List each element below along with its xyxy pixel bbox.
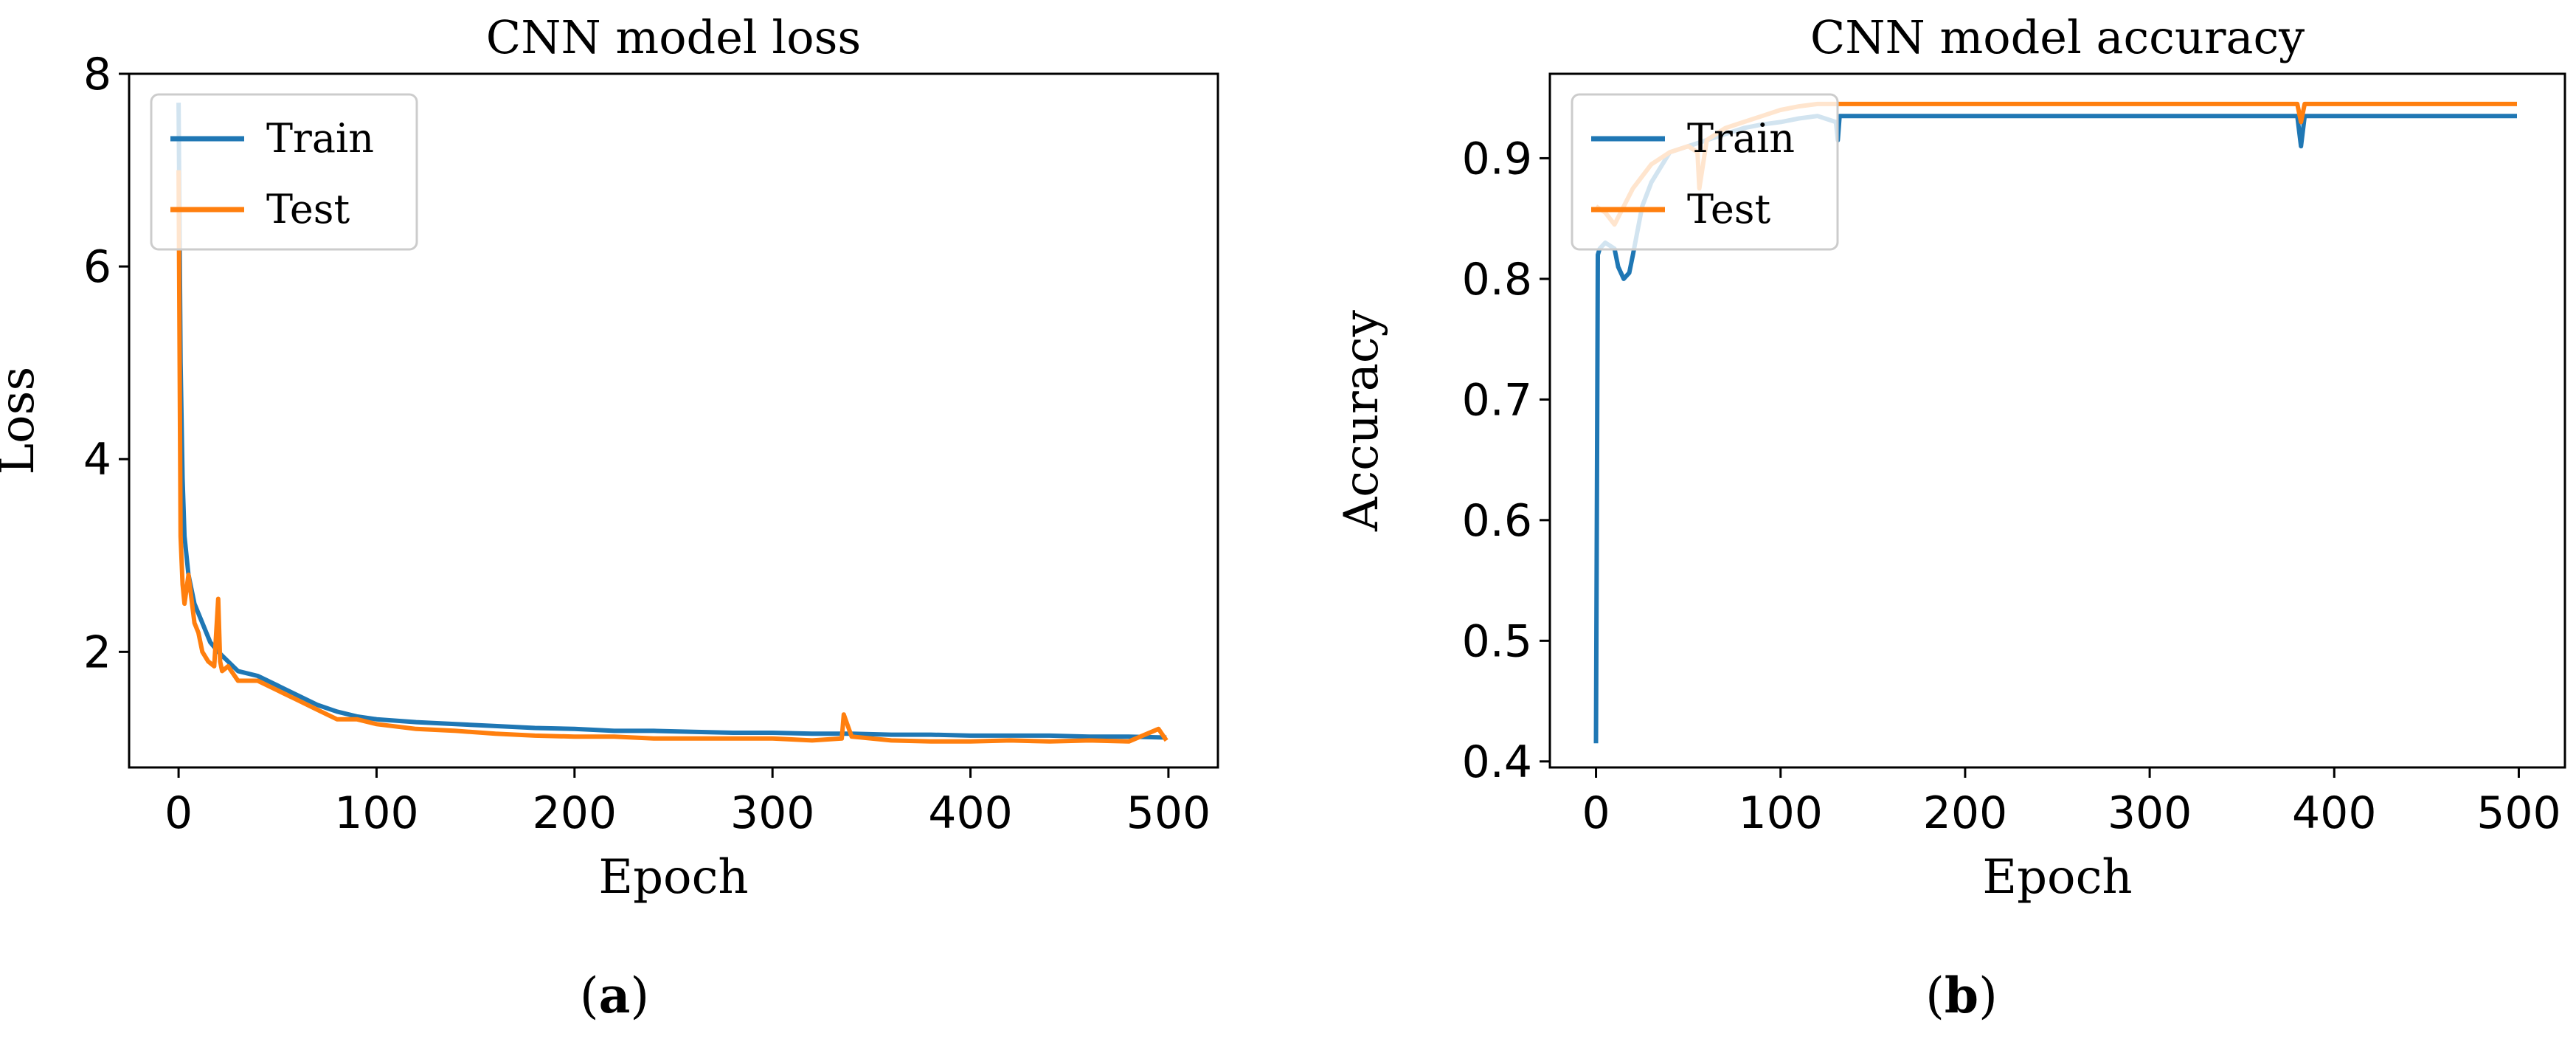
y-tick-label: 0.6	[1462, 495, 1532, 547]
y-tick-label: 2	[83, 626, 111, 678]
x-tick-label: 100	[1738, 787, 1823, 839]
caption-letter: b	[1945, 967, 1978, 1024]
chart-title: CNN model loss	[486, 10, 861, 64]
x-axis-label: Epoch	[1982, 850, 2132, 905]
legend-label-test: Test	[1687, 186, 1770, 232]
y-tick-label: 0.7	[1462, 374, 1532, 426]
caption-open-paren: (	[1925, 967, 1945, 1024]
x-tick-label: 200	[1923, 787, 2008, 839]
x-tick-label: 300	[730, 787, 815, 839]
x-tick-label: 500	[1126, 787, 1211, 839]
axes-frame	[128, 72, 1219, 769]
legend-label-train: Train	[1687, 115, 1795, 162]
caption-open-paren: (	[580, 967, 599, 1024]
loss-chart: 0 100 200 300 400 500 2 4 6 8 CNN model loss Epoch L…	[0, 10, 1219, 1024]
x-tick-label: 400	[2292, 787, 2377, 839]
caption-close-paren: )	[1978, 967, 1998, 1024]
y-tick-label: 8	[83, 49, 111, 100]
x-tick-label: 500	[2476, 787, 2561, 839]
y-axis-label: Loss	[0, 367, 45, 475]
panel-caption: (b)	[1925, 967, 1998, 1024]
x-tick-label: 0	[1582, 787, 1610, 839]
caption-letter: a	[599, 967, 631, 1024]
x-tick-label: 300	[2108, 787, 2192, 839]
y-tick-label: 0.9	[1462, 133, 1532, 184]
caption-close-paren: )	[630, 967, 649, 1024]
panel-caption: (a)	[580, 967, 649, 1024]
y-axis-label: Accuracy	[1334, 310, 1389, 532]
y-tick-label: 6	[83, 241, 111, 293]
axes-frame	[1548, 72, 2566, 769]
series-line-train	[176, 103, 1167, 740]
x-tick-label: 200	[533, 787, 617, 839]
y-tick-label: 0.4	[1462, 736, 1532, 788]
legend-label-test: Test	[266, 186, 350, 232]
y-tick-label: 4	[83, 434, 111, 486]
x-axis-label: Epoch	[598, 850, 748, 905]
legend-label-train: Train	[266, 115, 374, 162]
series-line-test	[176, 170, 1168, 744]
x-tick-label: 0	[165, 787, 193, 839]
y-tick-label: 0.5	[1462, 615, 1532, 667]
y-tick-label: 0.8	[1462, 254, 1532, 306]
x-tick-label: 100	[334, 787, 419, 839]
x-tick-label: 400	[928, 787, 1013, 839]
accuracy-chart: 0 100 200 300 400 500 0.4 0.5 0.6 0.7 0.8 0.9 CNN mo…	[1334, 10, 2566, 1024]
chart-title: CNN model accuracy	[1810, 10, 2305, 64]
